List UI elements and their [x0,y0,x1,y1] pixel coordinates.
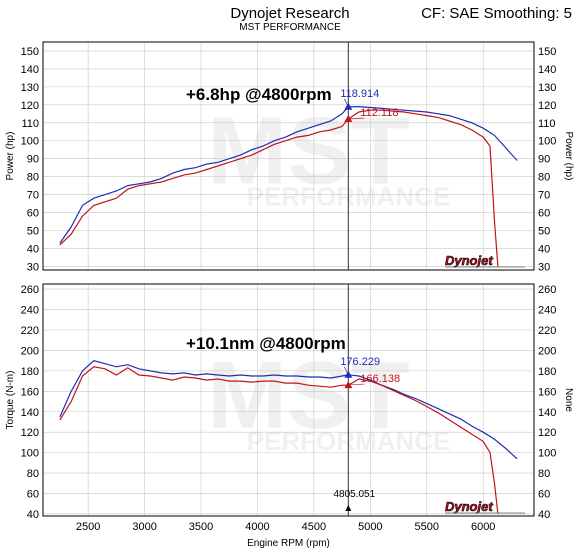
correction-factor-text: CF: SAE Smoothing: 5 [421,5,572,22]
torque-series-blue-line [59,360,518,460]
power-ylabel-right: Power (hp) [563,132,574,181]
power-ytick-left: 140 [21,64,39,76]
power-annotation: +6.8hp @4800rpm [186,85,332,104]
torque-cursor-value-red: 166.138 [360,373,400,385]
torque-cursor-value-blue: 176.229 [340,356,380,368]
power-cursor-marker-red [344,115,353,123]
power-ytick-left: 30 [27,261,39,273]
power-ytick-right: 60 [538,208,550,220]
power-series-red-line [59,109,499,267]
torque-ytick-left: 200 [21,345,39,357]
power-ytick-right: 130 [538,82,556,94]
torque-ytick-left: 60 [27,489,39,501]
power-cursor-leader-blue [344,98,349,107]
power-ytick-right: 140 [538,64,556,76]
xtick-label: 5500 [415,521,439,533]
torque-ytick-left: 160 [21,386,39,398]
power-ytick-right: 90 [538,154,550,166]
xtick-label: 4000 [245,521,269,533]
power-ytick-right: 120 [538,100,556,112]
torque-dynojet-logo: Dynojet [445,499,525,514]
torque-ytick-right: 40 [538,509,550,521]
torque-ytick-left: 220 [21,325,39,337]
power-ytick-left: 60 [27,208,39,220]
torque-ytick-right: 260 [538,284,556,296]
torque-ytick-left: 120 [21,427,39,439]
torque-ytick-right: 140 [538,407,556,419]
power-ytick-left: 80 [27,172,39,184]
torque-logo-text: Dynojet [445,499,493,514]
torque-ytick-left: 180 [21,366,39,378]
power-ytick-right: 50 [538,226,550,238]
power-ytick-left: 50 [27,226,39,238]
power-ytick-right: 150 [538,46,556,58]
power-dynojet-logo: Dynojet [445,253,525,268]
power-ytick-right: 80 [538,172,550,184]
torque-cursor-leader-red [348,383,365,386]
power-ytick-left: 40 [27,243,39,255]
torque-ytick-right: 220 [538,325,556,337]
torque-ytick-left: 80 [27,468,39,480]
torque-ytick-right: 80 [538,468,550,480]
torque-watermark-mark: MST [207,342,410,449]
power-series-blue-line [59,105,518,244]
xtick-label: 6000 [471,521,495,533]
power-ytick-right: 100 [538,136,556,148]
power-ytick-left: 70 [27,190,39,202]
xtick-label: 4500 [302,521,326,533]
torque-annotation: +10.1nm @4800rpm [186,334,346,353]
torque-ytick-right: 200 [538,345,556,357]
power-ytick-left: 100 [21,136,39,148]
power-cursor-value-blue: 118.914 [340,88,379,100]
cursor-rpm-marker [345,505,352,511]
torque-ytick-right: 160 [538,386,556,398]
torque-plot-frame [42,283,535,517]
power-cursor-value-red: 112.118 [360,107,398,119]
chart-subtitle: MST PERFORMANCE [239,22,341,33]
power-ytick-right: 40 [538,243,550,255]
torque-ytick-left: 260 [21,284,39,296]
power-ytick-right: 30 [538,261,550,273]
power-ylabel-left: Power (hp) [5,132,16,181]
torque-ytick-left: 140 [21,407,39,419]
torque-ylabel-right: None [563,388,574,412]
torque-ytick-left: 240 [21,305,39,317]
xtick-label: 3500 [189,521,213,533]
torque-ytick-right: 180 [538,366,556,378]
torque-ytick-right: 60 [538,489,550,501]
cursor-rpm-readout: 4805.051 [333,489,375,500]
power-ytick-left: 130 [21,82,39,94]
torque-ytick-right: 120 [538,427,556,439]
power-ytick-right: 110 [538,118,556,130]
chart-title: Dynojet Research [230,5,350,22]
power-ytick-left: 110 [21,118,39,130]
torque-ytick-left: 40 [27,509,39,521]
power-logo-text: Dynojet [445,253,493,268]
power-ytick-left: 90 [27,154,39,166]
torque-ytick-left: 100 [21,448,39,460]
power-watermark-mark: MST [207,97,410,204]
power-ytick-left: 150 [21,46,39,58]
xtick-label: 3000 [132,521,156,533]
power-plot-frame [42,41,535,271]
torque-ytick-right: 240 [538,305,556,317]
xtick-label: 2500 [76,521,100,533]
torque-ylabel-left: Torque (N-m) [5,371,16,430]
torque-ytick-right: 100 [538,448,556,460]
torque-cursor-leader-blue [344,366,349,375]
power-ytick-left: 120 [21,100,39,112]
torque-cursor-marker-red [344,381,353,389]
x-axis-label: Engine RPM (rpm) [247,538,330,549]
xtick-label: 5000 [358,521,382,533]
torque-series-red-line [59,366,499,515]
power-ytick-right: 70 [538,190,550,202]
power-cursor-leader-red [348,117,365,120]
